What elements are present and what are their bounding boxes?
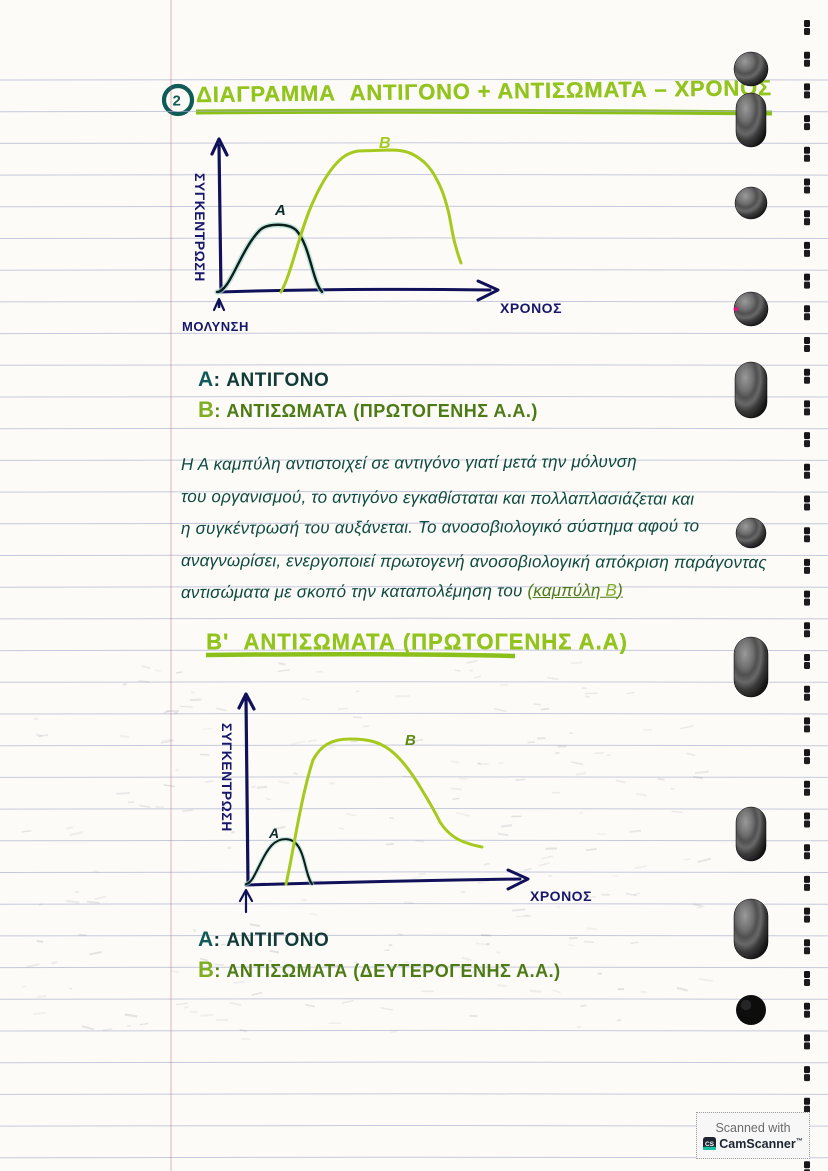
svg-text:A: A [274, 202, 286, 219]
svg-text:CS: CS [705, 1141, 715, 1148]
svg-text:B: B [405, 732, 416, 749]
svg-text:A: A [268, 825, 279, 841]
svg-text:B: B [379, 135, 391, 152]
